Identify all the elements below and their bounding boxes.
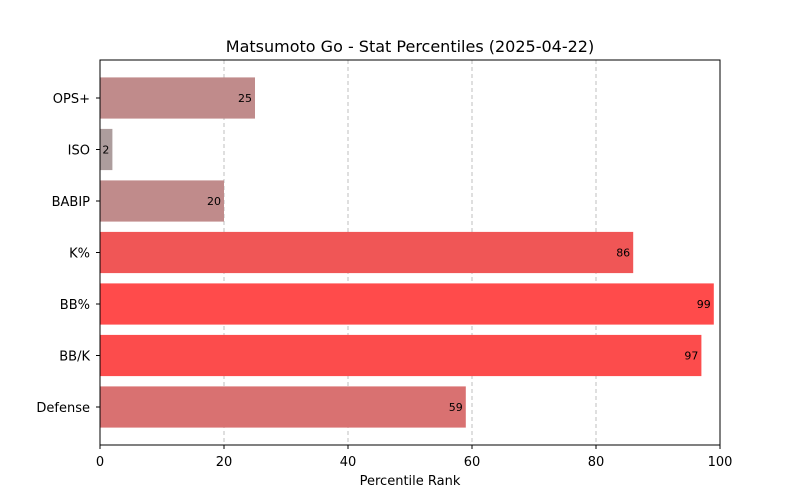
bar bbox=[100, 180, 224, 222]
bar-value-label: 86 bbox=[616, 247, 630, 260]
x-tick-label: 20 bbox=[216, 455, 233, 470]
y-tick-label: K% bbox=[69, 247, 90, 262]
bar bbox=[100, 334, 702, 377]
bar-value-label: 25 bbox=[238, 92, 252, 105]
data-labels: 25 2 20 86 99 97 59 bbox=[102, 92, 710, 414]
y-tick-label: BB% bbox=[60, 298, 90, 313]
y-tick-label: OPS+ bbox=[53, 92, 90, 107]
y-tick-label: BABIP bbox=[52, 195, 91, 210]
bar-value-label: 20 bbox=[207, 195, 221, 208]
x-tick-label: 100 bbox=[708, 455, 733, 470]
chart-title: Matsumoto Go - Stat Percentiles (2025-04… bbox=[226, 37, 594, 56]
y-tick-label: ISO bbox=[68, 144, 90, 159]
bar bbox=[100, 283, 714, 325]
x-tick-label: 60 bbox=[464, 455, 481, 470]
x-axis-ticks: 0 20 40 60 80 100 bbox=[96, 445, 733, 470]
bars bbox=[100, 77, 714, 428]
bar-value-label: 99 bbox=[697, 298, 711, 311]
x-tick-label: 40 bbox=[340, 455, 357, 470]
bar bbox=[100, 231, 634, 274]
bar bbox=[100, 386, 466, 428]
y-tick-label: BB/K bbox=[59, 350, 90, 365]
bar-value-label: 2 bbox=[102, 144, 109, 157]
bar-value-label: 97 bbox=[684, 350, 698, 363]
bar-value-label: 59 bbox=[449, 401, 463, 414]
x-axis-label: Percentile Rank bbox=[360, 474, 461, 489]
bar bbox=[100, 77, 255, 119]
x-tick-label: 80 bbox=[588, 455, 605, 470]
y-tick-label: Defense bbox=[36, 401, 90, 416]
x-tick-label: 0 bbox=[96, 455, 104, 470]
y-axis-ticks: OPS+ ISO BABIP K% BB% BB/K Defense bbox=[36, 92, 100, 416]
bar bbox=[100, 128, 113, 171]
